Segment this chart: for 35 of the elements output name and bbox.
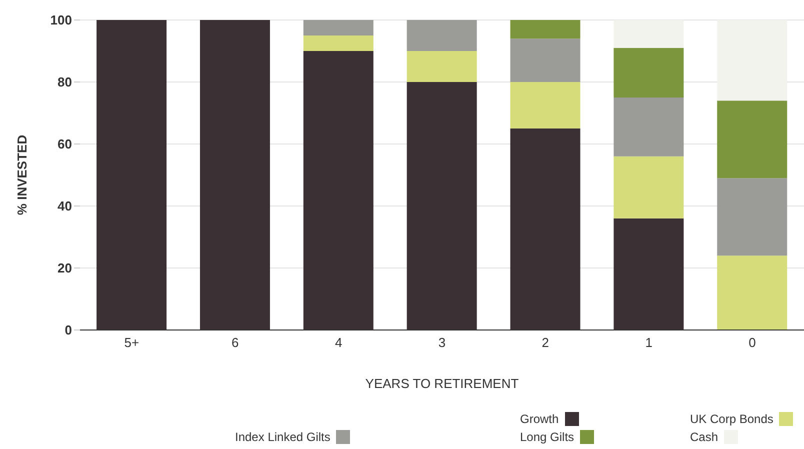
y-tick-label: 100 (50, 12, 72, 28)
bar (717, 178, 788, 256)
y-tick-label: 40 (58, 198, 72, 214)
bar (406, 51, 477, 82)
bar (303, 20, 374, 36)
bar (510, 38, 580, 82)
legend-label: UK Corp Bonds (690, 412, 774, 426)
legend-label: Long Gilts (520, 430, 574, 444)
y-tick-label: 60 (58, 136, 72, 152)
bar (510, 20, 580, 39)
bar (717, 20, 788, 101)
legend-label: Growth (520, 412, 559, 426)
legend-label: Cash (690, 430, 718, 444)
legend-label: Index Linked Gilts (235, 430, 330, 444)
x-tick-label: 5+ (124, 335, 140, 350)
x-tick-label: 3 (438, 335, 446, 350)
y-tick-label: 0 (64, 322, 72, 338)
x-tick-label: 4 (334, 335, 342, 350)
bar (510, 82, 580, 128)
x-tick-label: 2 (542, 335, 550, 350)
x-tick-label: 6 (232, 335, 239, 350)
bar (614, 98, 684, 156)
bar (717, 100, 788, 178)
bar (614, 20, 684, 48)
bar (614, 156, 684, 218)
y-tick-label: 20 (58, 260, 72, 276)
bar (303, 36, 374, 51)
x-tick-label: 1 (645, 335, 652, 350)
y-tick-label: 80 (58, 74, 72, 90)
bar (614, 48, 684, 98)
bar (406, 20, 477, 51)
x-tick-label: 0 (748, 335, 756, 350)
x-axis-title: YEARS TO RETIREMENT (365, 376, 519, 391)
bar (717, 256, 788, 330)
y-axis-title: % INVESTED (14, 134, 30, 216)
